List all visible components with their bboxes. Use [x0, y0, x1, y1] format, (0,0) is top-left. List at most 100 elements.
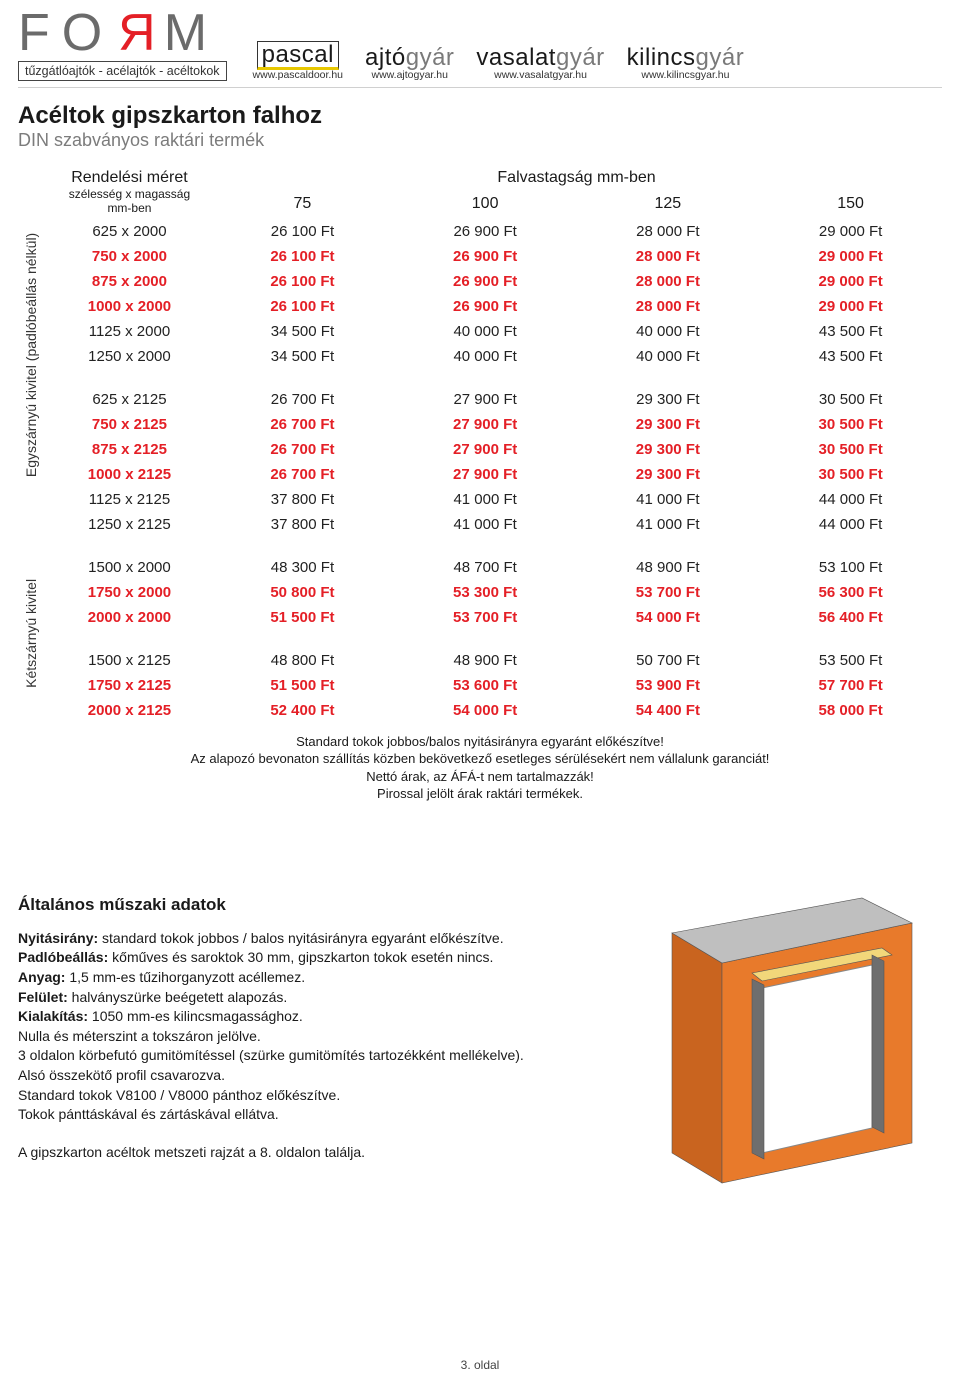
logo-kilincs: kilincsgyár www.kilincsgyar.hu: [627, 45, 745, 81]
order-size-line3: mm-ben: [50, 201, 209, 215]
tech-line: Standard tokok V8100 / V8000 pánthoz elő…: [18, 1086, 592, 1106]
cell-price: 44 000 Ft: [759, 487, 942, 512]
col-75: 75: [211, 191, 394, 219]
table-row: 625 x 212526 700 Ft27 900 Ft29 300 Ft30 …: [48, 387, 942, 412]
tech-line-text: 1,5 mm-es tűzihorganyzott acéllemez.: [65, 969, 305, 985]
cell-price: 29 000 Ft: [759, 294, 942, 319]
cell-price: 43 500 Ft: [759, 319, 942, 344]
cell-size: 1750 x 2125: [48, 673, 211, 698]
cell-price: 29 000 Ft: [759, 244, 942, 269]
tech-line: Tokok pánttáskával és zártáskával ellátv…: [18, 1105, 592, 1125]
kilincs-bold: kilincs: [627, 44, 696, 71]
cell-size: 750 x 2000: [48, 244, 211, 269]
page-subtitle: DIN szabványos raktári termék: [18, 130, 942, 151]
cell-price: 48 700 Ft: [394, 555, 577, 580]
table-row: 1750 x 212551 500 Ft53 600 Ft53 900 Ft57…: [48, 673, 942, 698]
price-table-wrap: Egyszárnyú kivitel (padlóbeállás nélkül)…: [18, 165, 942, 723]
cell-size: 1125 x 2125: [48, 487, 211, 512]
frame-illustration-svg: [612, 893, 942, 1193]
pascal-name: pascal: [257, 41, 339, 70]
cell-size: 2000 x 2000: [48, 605, 211, 630]
side-label-double: Kétszárnyú kivitel: [18, 544, 44, 723]
table-row: 1500 x 200048 300 Ft48 700 Ft48 900 Ft53…: [48, 555, 942, 580]
tech-line: Kialakítás: 1050 mm-es kilincsmagasságho…: [18, 1007, 592, 1027]
cell-price: 30 500 Ft: [759, 412, 942, 437]
order-size-header: Rendelési méret szélesség x magasság mm-…: [48, 165, 211, 219]
side-label-single: Egyszárnyú kivitel (padlóbeállás nélkül): [18, 165, 44, 544]
table-row: 1250 x 212537 800 Ft41 000 Ft41 000 Ft44…: [48, 512, 942, 537]
cell-price: 37 800 Ft: [211, 512, 394, 537]
cell-price: 28 000 Ft: [577, 219, 760, 244]
table-row: 875 x 212526 700 Ft27 900 Ft29 300 Ft30 …: [48, 437, 942, 462]
table-row: 2000 x 212552 400 Ft54 000 Ft54 400 Ft58…: [48, 698, 942, 723]
vasalat-grey: gyár: [556, 44, 605, 71]
page-number: 3. oldal: [0, 1358, 960, 1372]
tech-closing: A gipszkarton acéltok metszeti rajzát a …: [18, 1143, 592, 1163]
tech-text: Általános műszaki adatok Nyitásirány: st…: [18, 893, 592, 1176]
cell-price: 53 900 Ft: [577, 673, 760, 698]
cell-size: 625 x 2125: [48, 387, 211, 412]
cell-price: 51 500 Ft: [211, 673, 394, 698]
tech-line-text: halványszürke beégetett alapozás.: [68, 989, 287, 1005]
cell-price: 27 900 Ft: [394, 387, 577, 412]
cell-size: 1500 x 2125: [48, 648, 211, 673]
price-table: Rendelési méret szélesség x magasság mm-…: [48, 165, 942, 723]
page-header: F O R M tűzgátlóajtók - acélajtók - acél…: [18, 10, 942, 88]
cell-price: 41 000 Ft: [577, 512, 760, 537]
cell-price: 26 700 Ft: [211, 437, 394, 462]
order-size-line1: Rendelési méret: [50, 169, 209, 187]
logo-vasalat: vasalatgyár www.vasalatgyar.hu: [476, 45, 604, 81]
cell-price: 57 700 Ft: [759, 673, 942, 698]
cell-price: 26 900 Ft: [394, 244, 577, 269]
cell-price: 44 000 Ft: [759, 512, 942, 537]
tech-line: Nulla és méterszint a tokszáron jelölve.: [18, 1027, 592, 1047]
tech-line-label: Felület:: [18, 989, 68, 1005]
cell-price: 26 100 Ft: [211, 244, 394, 269]
cell-price: 29 300 Ft: [577, 437, 760, 462]
cell-price: 48 300 Ft: [211, 555, 394, 580]
note-line: Pirossal jelölt árak raktári termékek.: [18, 785, 942, 803]
note-line: Az alapozó bevonaton szállítás közben be…: [18, 750, 942, 768]
kilincs-grey: gyár: [696, 44, 745, 71]
cell-price: 50 800 Ft: [211, 580, 394, 605]
cell-price: 26 100 Ft: [211, 219, 394, 244]
cell-price: 56 300 Ft: [759, 580, 942, 605]
col-100: 100: [394, 191, 577, 219]
table-row: 625 x 200026 100 Ft26 900 Ft28 000 Ft29 …: [48, 219, 942, 244]
tech-line-label: Padlóbeállás:: [18, 949, 108, 965]
cell-price: 27 900 Ft: [394, 437, 577, 462]
tech-diagram: [612, 893, 942, 1193]
cell-price: 29 300 Ft: [577, 387, 760, 412]
tech-line: Nyitásirány: standard tokok jobbos / bal…: [18, 929, 592, 949]
cell-price: 27 900 Ft: [394, 462, 577, 487]
cell-price: 28 000 Ft: [577, 244, 760, 269]
logo-ajtogyar: ajtógyár www.ajtogyar.hu: [365, 45, 454, 81]
cell-price: 53 300 Ft: [394, 580, 577, 605]
col-150: 150: [759, 191, 942, 219]
cell-size: 2000 x 2125: [48, 698, 211, 723]
cell-price: 29 000 Ft: [759, 269, 942, 294]
tech-line-text: Alsó összekötő profil csavarozva.: [18, 1067, 225, 1083]
col-125: 125: [577, 191, 760, 219]
cell-price: 26 700 Ft: [211, 412, 394, 437]
cell-price: 56 400 Ft: [759, 605, 942, 630]
logo-pascal: pascal www.pascaldoor.hu: [253, 41, 343, 81]
cell-size: 875 x 2125: [48, 437, 211, 462]
tech-title: Általános műszaki adatok: [18, 893, 592, 917]
cell-price: 51 500 Ft: [211, 605, 394, 630]
cell-price: 29 000 Ft: [759, 219, 942, 244]
form-letter-reversed: R: [114, 10, 156, 57]
form-letter: M: [164, 10, 211, 57]
order-size-line2: szélesség x magasság: [50, 187, 209, 201]
cell-price: 40 000 Ft: [394, 344, 577, 369]
tech-line-label: Nyitásirány:: [18, 930, 98, 946]
form-letter: O: [62, 10, 106, 57]
tech-line-label: Kialakítás:: [18, 1008, 88, 1024]
ajtogyar-grey: gyár: [406, 44, 455, 71]
cell-size: 625 x 2000: [48, 219, 211, 244]
cell-price: 41 000 Ft: [394, 487, 577, 512]
note-line: Nettó árak, az ÁFÁ-t nem tartalmazzák!: [18, 768, 942, 786]
cell-price: 48 800 Ft: [211, 648, 394, 673]
cell-price: 34 500 Ft: [211, 319, 394, 344]
table-row: 750 x 200026 100 Ft26 900 Ft28 000 Ft29 …: [48, 244, 942, 269]
